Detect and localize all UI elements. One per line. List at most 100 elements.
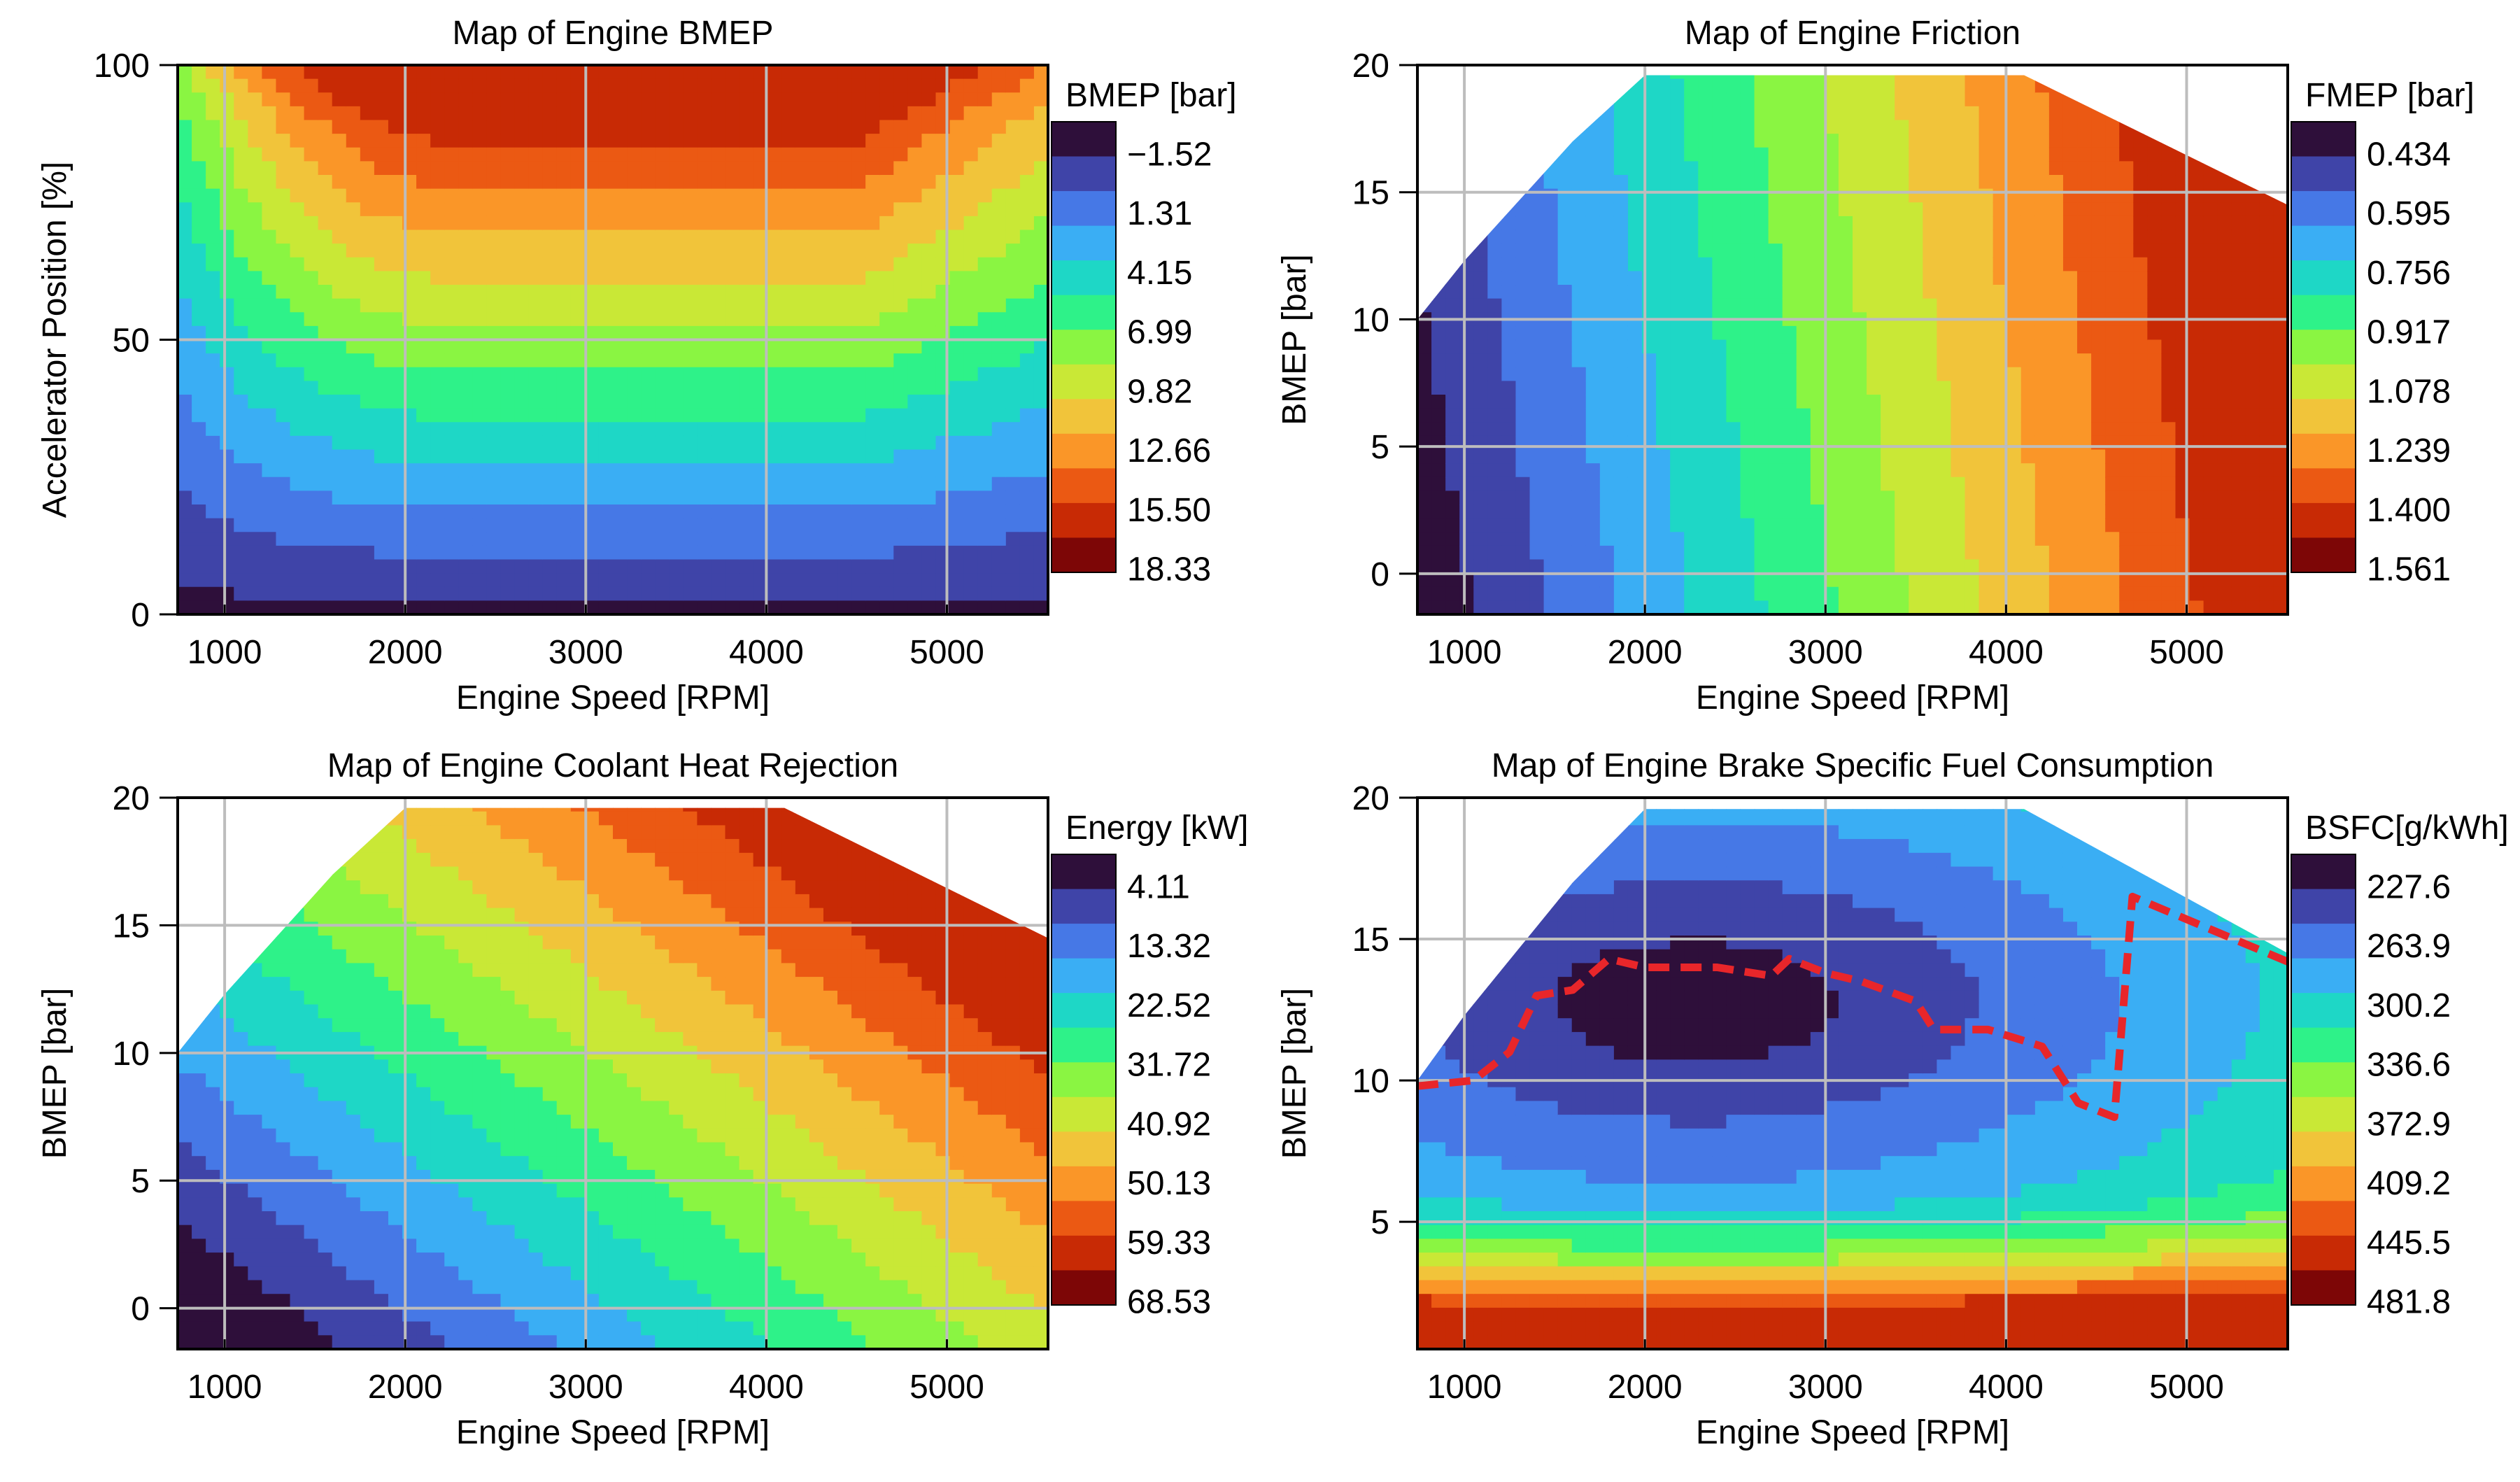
heatmap-cell (1965, 326, 1980, 340)
heatmap-cell (234, 518, 248, 532)
heatmap-cell (262, 409, 276, 423)
heatmap-cell (1006, 422, 1021, 436)
heatmap-cell (1530, 560, 1545, 574)
heatmap-cell (2049, 518, 2064, 532)
heatmap-cell (1811, 450, 1825, 464)
heatmap-cell (907, 504, 922, 518)
heatmap-cell (2077, 395, 2092, 409)
heatmap-cell (557, 600, 572, 614)
heatmap-cell (1572, 271, 1587, 285)
heatmap-cell (2105, 600, 2120, 614)
heatmap-cell (543, 381, 558, 395)
heatmap-cell (1881, 600, 1895, 614)
heatmap-cell (515, 65, 530, 79)
heatmap-cell (851, 353, 866, 367)
heatmap-cell (1965, 381, 1980, 395)
heatmap-cell (964, 518, 979, 532)
heatmap-cell (669, 134, 684, 148)
heatmap-cell (2190, 353, 2204, 367)
heatmap-cell (1530, 491, 1545, 504)
heatmap-cell (1431, 450, 1446, 464)
heatmap-cell (2063, 353, 2078, 367)
heatmap-cell (2204, 79, 2218, 93)
heatmap-cell (893, 463, 908, 477)
heatmap-cell (1853, 504, 1867, 518)
heatmap-cell (2218, 395, 2232, 409)
heatmap-cell (192, 65, 206, 79)
heatmap-cell (711, 189, 725, 203)
heatmap-cell (1755, 546, 1769, 560)
heatmap-cell (206, 477, 220, 491)
heatmap-cell (360, 299, 375, 313)
heatmap-cell (290, 326, 305, 340)
heatmap-cell (2218, 546, 2232, 560)
heatmap-cell (248, 106, 262, 120)
heatmap-cell (248, 189, 262, 203)
heatmap-cell (1558, 504, 1573, 518)
heatmap-cell (921, 587, 936, 601)
heatmap-cell (711, 120, 725, 134)
heatmap-cell (1783, 285, 1797, 299)
heatmap-cell (1867, 271, 1881, 285)
heatmap-cell (669, 395, 684, 409)
heatmap-cell (992, 573, 1007, 587)
heatmap-cell (1020, 230, 1035, 244)
heatmap-cell (669, 148, 684, 162)
heatmap-cell (613, 134, 628, 148)
heatmap-cell (571, 573, 586, 587)
heatmap-cell (613, 175, 628, 189)
heatmap-cell (655, 326, 670, 340)
heatmap-cell (262, 477, 276, 491)
heatmap-cell (304, 477, 319, 491)
heatmap-cell (1656, 120, 1671, 134)
heatmap-cell (1951, 573, 1965, 587)
heatmap-cell (458, 92, 473, 106)
heatmap-cell (1572, 463, 1587, 477)
heatmap-cell (795, 120, 810, 134)
heatmap-cell (557, 148, 572, 162)
heatmap-cell (1895, 436, 1909, 450)
heatmap-cell (332, 532, 347, 546)
heatmap-cell (1740, 463, 1755, 477)
heatmap-cell (1726, 491, 1741, 504)
heatmap-cell (318, 106, 333, 120)
heatmap-cell (1670, 587, 1685, 601)
heatmap-cell (2246, 79, 2260, 93)
heatmap-cell (220, 79, 234, 93)
heatmap-cell (430, 573, 445, 587)
heatmap-cell (515, 381, 530, 395)
heatmap-cell (1006, 504, 1021, 518)
heatmap-cell (1445, 600, 1460, 614)
heatmap-cell (1558, 353, 1573, 367)
heatmap-cell (2021, 463, 2036, 477)
heatmap-cell (837, 106, 852, 120)
heatmap-cell (2105, 65, 2120, 79)
heatmap-cell (444, 230, 459, 244)
heatmap-cell (2161, 216, 2176, 230)
heatmap-cell (781, 463, 796, 477)
heatmap-cell (1544, 504, 1559, 518)
heatmap-cell (655, 189, 670, 203)
heatmap-cell (220, 450, 234, 464)
heatmap-cell (571, 230, 586, 244)
heatmap-cell (669, 381, 684, 395)
heatmap-cell (374, 92, 389, 106)
heatmap-cell (2218, 230, 2232, 244)
heatmap-cell (683, 353, 698, 367)
heatmap-cell (1006, 106, 1021, 120)
heatmap-cell (767, 106, 782, 120)
heatmap-cell (1572, 422, 1587, 436)
heatmap-cell (500, 587, 515, 601)
heatmap-cell (1881, 65, 1895, 79)
heatmap-cell (921, 409, 936, 423)
heatmap-cell (809, 148, 824, 162)
heatmap-cell (2077, 409, 2092, 423)
heatmap-cell (809, 106, 824, 120)
heatmap-cell (2204, 106, 2218, 120)
heatmap-cell (1417, 409, 1432, 423)
heatmap-cell (1417, 353, 1432, 367)
heatmap-cell (2260, 271, 2274, 285)
heatmap-cell (837, 120, 852, 134)
heatmap-cell (683, 175, 698, 189)
heatmap-cell (2035, 353, 2050, 367)
